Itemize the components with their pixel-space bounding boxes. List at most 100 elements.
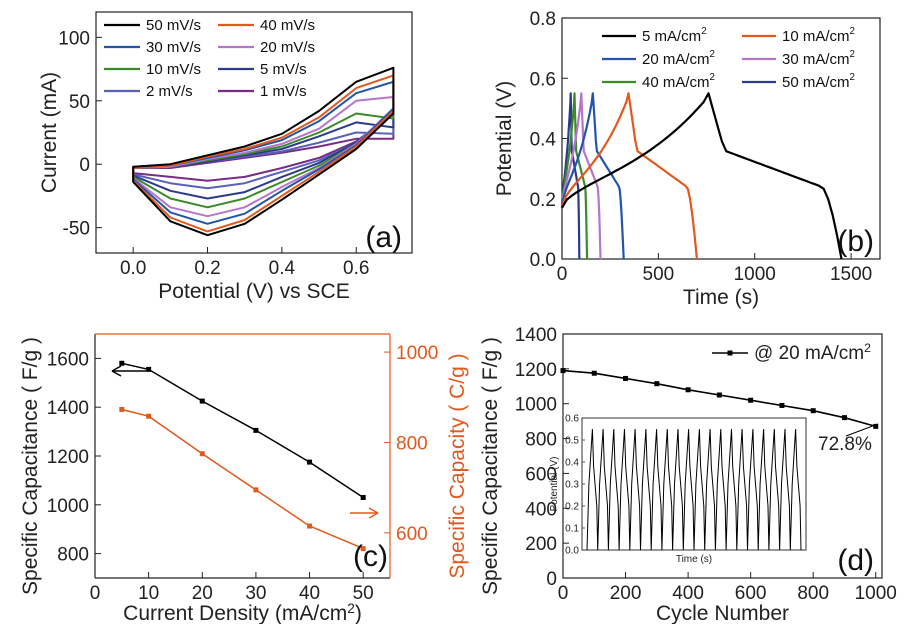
panel-d-data-point <box>623 375 629 381</box>
panel-c-data-point <box>146 413 152 419</box>
panel-c-data-point <box>119 406 125 412</box>
panel-a-tag: (a) <box>365 221 402 254</box>
panel-c-xtick-label: 0 <box>90 583 101 604</box>
panel-c-ytick-label: 1000 <box>47 496 89 517</box>
panel-d-inset-ytick-label: 0.5 <box>565 436 579 447</box>
panel-a-legend-label: 40 mV/s <box>260 17 315 34</box>
panel-c-ytick-label: 1600 <box>47 349 89 370</box>
panel-b-gcd-curve <box>560 92 589 260</box>
panel-a-xtick-label: 0.2 <box>194 258 220 279</box>
panel-d-data-point <box>591 370 597 376</box>
panel-b-gcd-curve <box>561 92 843 260</box>
panel-d-inset-cycles <box>586 428 802 551</box>
panel-a-ytick-label: 100 <box>58 28 90 49</box>
panel-c-xlabel: Current Density (mA/cm2) <box>123 601 362 624</box>
panel-a-cv-loop <box>132 109 395 209</box>
panel-b-legend-label: 5 mA/cm2 <box>642 26 707 45</box>
panel-c-xtick-label: 50 <box>353 583 374 604</box>
panel-c-ytick-right-label: 800 <box>396 433 428 454</box>
panel-d-ytick-label: 1400 <box>515 325 557 346</box>
panel-c-ylabel: Specific Capacitance ( F/g ) <box>19 337 42 595</box>
panel-b-xtick-label: 500 <box>643 264 675 285</box>
panel-d-xtick-label: 0 <box>558 583 569 604</box>
panel-c-data-point <box>253 427 259 433</box>
panel-b-gcd-curve <box>560 92 698 260</box>
panel-d-inset-ytick-label: 0.4 <box>565 458 579 469</box>
panel-d-xtick-label: 400 <box>672 583 704 604</box>
panel-c-ytick-right-label: 1000 <box>396 343 438 364</box>
panel-d-xtick-label: 200 <box>610 583 642 604</box>
panel-c-data-point <box>119 360 125 366</box>
panel-a-cv-curves: 0.0 0.2 0.4 0.6 -50 0 50 100 Potential (V) vs SC… <box>38 11 413 303</box>
panel-c-data-point <box>146 366 152 372</box>
panel-d-data-point <box>779 402 785 408</box>
panel-a-xtick-label: 0.0 <box>120 258 146 279</box>
panel-b-ytick-label: 0.2 <box>530 190 556 211</box>
panel-d-ytick-label: 0 <box>546 569 557 590</box>
panel-d-ytick-label: 1200 <box>515 360 557 381</box>
panel-a-xtick-label: 0.6 <box>343 258 369 279</box>
panel-c-tag: (c) <box>353 540 388 573</box>
panel-c-data-point <box>199 398 205 404</box>
panel-d-inset-ytick-label: 0.6 <box>565 414 579 425</box>
panel-d-data-point <box>716 392 722 398</box>
panel-d-ylabel: Specific Capacitance ( F/g ) <box>479 337 502 595</box>
panel-d-xtick-label: 1000 <box>855 583 897 604</box>
panel-d-annotation-pointer <box>845 423 879 437</box>
panel-b-xtick-label: 0 <box>557 264 568 285</box>
panel-c-data-point <box>307 459 313 465</box>
panel-b-legend-label: 50 mA/cm2 <box>782 72 855 91</box>
panel-a-ylabel: Current (mA) <box>38 72 61 193</box>
panel-c-ytick-label: 1400 <box>47 398 89 419</box>
panel-b-gcd-curve <box>560 92 602 260</box>
panel-d-ytick-label: 600 <box>525 464 557 485</box>
panel-c-xtick-label: 40 <box>299 583 320 604</box>
panel-c-ytick-label: 1200 <box>47 447 89 468</box>
panel-d-ytick-label: 800 <box>525 430 557 451</box>
panel-d-data-point <box>748 397 754 403</box>
panel-b-legend-label: 10 mA/cm2 <box>782 26 855 45</box>
panel-d-legend-label: @ 20 mA/cm2 <box>754 341 871 364</box>
panel-b-xtick-label: 1000 <box>734 264 776 285</box>
panel-a-ytick-label: 50 <box>69 92 90 113</box>
panel-c-ytick-right-label: 600 <box>396 524 428 545</box>
panel-c-data-point <box>253 487 259 493</box>
panel-d-inset-xlabel: Time (s) <box>676 554 712 565</box>
panel-d-data-point <box>560 368 566 374</box>
panel-d-inset-ytick-label: 0.0 <box>565 546 579 557</box>
panel-b-xtick-label: 1500 <box>830 264 872 285</box>
panel-c-xtick-label: 10 <box>138 583 159 604</box>
panel-d-frame <box>562 333 883 579</box>
panel-b-legend-label: 40 mA/cm2 <box>642 72 715 91</box>
panel-b-gcd-curve <box>560 92 625 260</box>
panel-a-ytick-label: 0 <box>79 155 90 176</box>
panel-b-ytick-label: 0.4 <box>530 130 557 151</box>
panel-d-ytick-label: 400 <box>525 499 557 520</box>
panel-a-legend-label: 20 mV/s <box>260 39 315 56</box>
panel-b-charge-discharge: 0 500 1000 1500 0.0 0.2 0.4 0.6 0.8 Time (s) Poten… <box>493 9 881 309</box>
panel-d-data-point <box>873 423 879 429</box>
panel-c-ylabel-right: Specific Capacity ( C/g ) <box>446 353 469 578</box>
panel-a-legend-label: 2 mV/s <box>146 83 193 100</box>
panel-b-tag: (b) <box>837 225 874 258</box>
panel-d-data-point <box>654 381 660 387</box>
panel-c-xtick-label: 20 <box>192 583 213 604</box>
panel-d-inset-ytick-label: 0.2 <box>565 502 579 513</box>
panel-c-data-point <box>199 451 205 457</box>
panel-d-ytick-label: 200 <box>525 534 557 555</box>
panel-d-inset-ylabel: Potential (V) <box>549 456 560 511</box>
panel-c-ytick-label: 800 <box>57 545 89 566</box>
panel-c-series-line <box>121 362 364 499</box>
panel-c-data-point <box>360 546 366 552</box>
panel-d-annotation: 72.8% <box>818 434 872 455</box>
panel-c-rate-capability: 0 10 20 30 40 50 800 1000 1200 1400 1600 600 800 1000… <box>19 333 469 624</box>
panel-b-legend-label: 20 mA/cm2 <box>642 49 715 68</box>
panel-a-legend-label: 1 mV/s <box>260 83 307 100</box>
panel-c-xtick-label: 30 <box>245 583 266 604</box>
panel-a-xtick-label: 0.4 <box>269 258 296 279</box>
panel-b-ylabel: Potential (V) <box>493 81 516 197</box>
panel-a-cv-loop <box>132 66 395 237</box>
panel-a-legend-label: 5 mV/s <box>260 61 307 78</box>
panel-b-legend-label: 30 mA/cm2 <box>782 49 855 68</box>
